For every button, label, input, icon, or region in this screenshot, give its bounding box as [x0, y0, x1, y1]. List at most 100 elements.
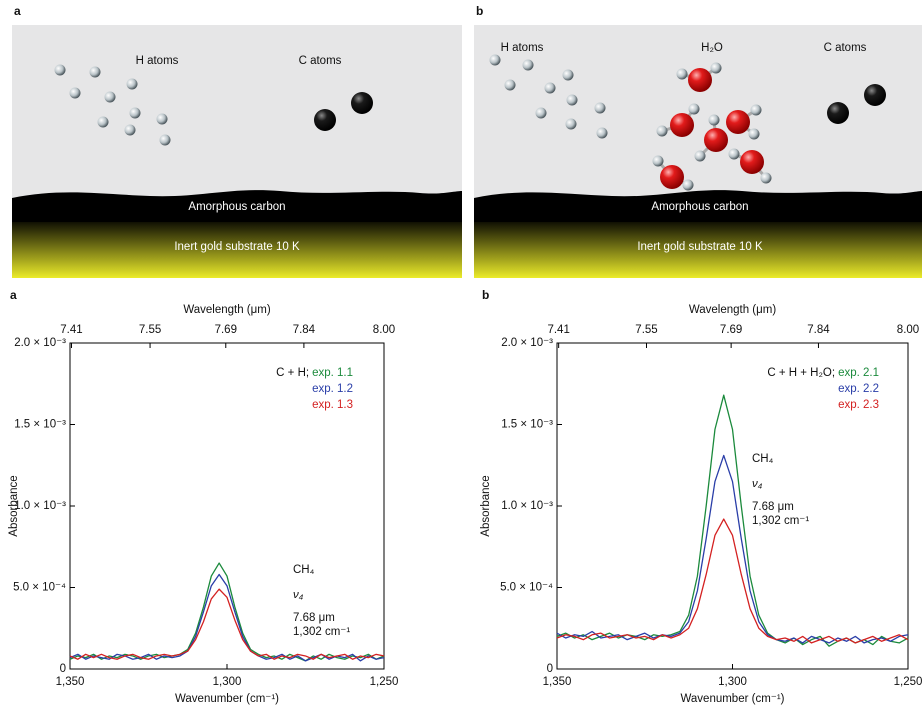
legend-entry: exp. 2.3: [838, 399, 879, 411]
layer-label: Inert gold substrate 10 K: [174, 241, 300, 253]
hydrogen-atom: [694, 150, 706, 162]
x-tick-label: 1,300: [718, 676, 747, 688]
y-tick-label: 1.0 × 10⁻³: [14, 500, 66, 512]
spectrum-line: [556, 454, 909, 644]
y-tick-label: 1.5 × 10⁻³: [14, 419, 66, 431]
x2-tick-label: 7.55: [139, 324, 161, 336]
legend-title: C + H;: [276, 367, 309, 379]
annotation: 7.68 μm: [752, 501, 794, 513]
hydrogen-atom: [97, 116, 109, 128]
label: C atoms: [299, 55, 342, 67]
hydrogen-atom: [596, 127, 608, 139]
hydrogen-atom: [156, 113, 168, 125]
legend-entry: exp. 2.1: [838, 367, 879, 379]
gold-substrate: [474, 218, 922, 278]
hydrogen-atom: [710, 62, 722, 74]
panel-label: b: [476, 4, 483, 18]
annotation: CH₄: [293, 564, 315, 576]
x2-tick-label: 7.69: [215, 324, 237, 336]
hydrogen-atom: [728, 148, 740, 160]
x-tick-label: 1,300: [213, 676, 242, 688]
x2-tick-label: 7.41: [547, 324, 569, 336]
legend-title: C + H + H₂O;: [767, 367, 835, 379]
oxygen-atom: [740, 150, 764, 174]
x-tick-label: 1,250: [894, 676, 923, 688]
x-tick-label: 1,250: [370, 676, 399, 688]
oxygen-atom: [726, 110, 750, 134]
label: H atoms: [501, 42, 544, 54]
hydrogen-atom: [656, 125, 668, 137]
carbon-atom: [314, 109, 336, 131]
x2-axis-label: Wavelength (μm): [689, 304, 777, 316]
annotation: 1,302 cm⁻¹: [293, 626, 350, 638]
carbon-atom: [827, 102, 849, 124]
x-tick-label: 1,350: [543, 676, 572, 688]
y-tick-label: 2.0 × 10⁻³: [14, 337, 66, 349]
hydrogen-atom: [489, 54, 501, 66]
spectrum-line: [556, 394, 909, 647]
spectrum-line: [69, 562, 385, 662]
layer-label: Amorphous carbon: [188, 201, 285, 213]
x2-tick-label: 7.84: [293, 324, 316, 336]
x2-tick-label: 7.69: [720, 324, 742, 336]
gold-substrate: [12, 218, 462, 278]
y-tick-label: 5.0 × 10⁻⁴: [500, 582, 553, 594]
amorphous-carbon-layer: [12, 190, 462, 222]
x2-tick-label: 8.00: [897, 324, 919, 336]
hydrogen-atom: [565, 118, 577, 130]
y-tick-label: 1.0 × 10⁻³: [501, 500, 553, 512]
hydrogen-atom: [750, 104, 762, 116]
annotation: 7.68 μm: [293, 612, 335, 624]
spectrum-line: [69, 588, 385, 660]
hydrogen-atom: [89, 66, 101, 78]
hydrogen-atom: [688, 103, 700, 115]
annotation: ν₄: [293, 589, 304, 601]
x-axis-label: Wavenumber (cm⁻¹): [680, 693, 784, 705]
label: C atoms: [824, 42, 867, 54]
layer-label: Amorphous carbon: [651, 201, 748, 213]
layer-label: Inert gold substrate 10 K: [637, 241, 763, 253]
hydrogen-atom: [129, 107, 141, 119]
hydrogen-atom: [652, 155, 664, 167]
annotation: 1,302 cm⁻¹: [752, 515, 809, 527]
x2-tick-label: 7.55: [635, 324, 657, 336]
legend-entry: exp. 1.2: [312, 383, 353, 395]
carbon-atom: [864, 84, 886, 106]
spectrum-line: [69, 573, 385, 662]
hydrogen-atom: [544, 82, 556, 94]
diagram-a: a H atoms C atoms Amorphous carbon Inert…: [12, 4, 462, 278]
hydrogen-atom: [522, 59, 534, 71]
hydrogen-atom: [566, 94, 578, 106]
hydrogen-atom: [54, 64, 66, 76]
hydrogen-atom: [504, 79, 516, 91]
spectrum-line: [556, 518, 909, 644]
label: H₂O: [701, 42, 723, 54]
y-tick-label: 2.0 × 10⁻³: [501, 337, 553, 349]
oxygen-atom: [688, 68, 712, 92]
hydrogen-atom: [104, 91, 116, 103]
hydrogen-atom: [760, 172, 772, 184]
x-tick-label: 1,350: [56, 676, 85, 688]
y-tick-label: 0: [60, 663, 66, 675]
annotation: CH₄: [752, 453, 774, 465]
y-axis-label: Absorbance: [480, 475, 492, 536]
panel-label: b: [482, 288, 489, 302]
annotation: ν₄: [752, 478, 763, 490]
x2-axis-label: Wavelength (μm): [183, 304, 271, 316]
hydrogen-atom: [159, 134, 171, 146]
hydrogen-atom: [748, 128, 760, 140]
x2-tick-label: 7.41: [60, 324, 82, 336]
label: H atoms: [136, 55, 179, 67]
hydrogen-atom: [708, 114, 720, 126]
carbon-atom: [351, 92, 373, 114]
diagram-b: b H atoms H₂O C atoms Amorphous carbon I…: [474, 4, 922, 278]
x-axis-label: Wavenumber (cm⁻¹): [175, 693, 279, 705]
hydrogen-atom: [562, 69, 574, 81]
y-tick-label: 0: [547, 663, 553, 675]
oxygen-atom: [670, 113, 694, 137]
hydrogen-atom: [682, 179, 694, 191]
legend-entry: exp. 1.3: [312, 399, 353, 411]
hydrogen-atom: [124, 124, 136, 136]
